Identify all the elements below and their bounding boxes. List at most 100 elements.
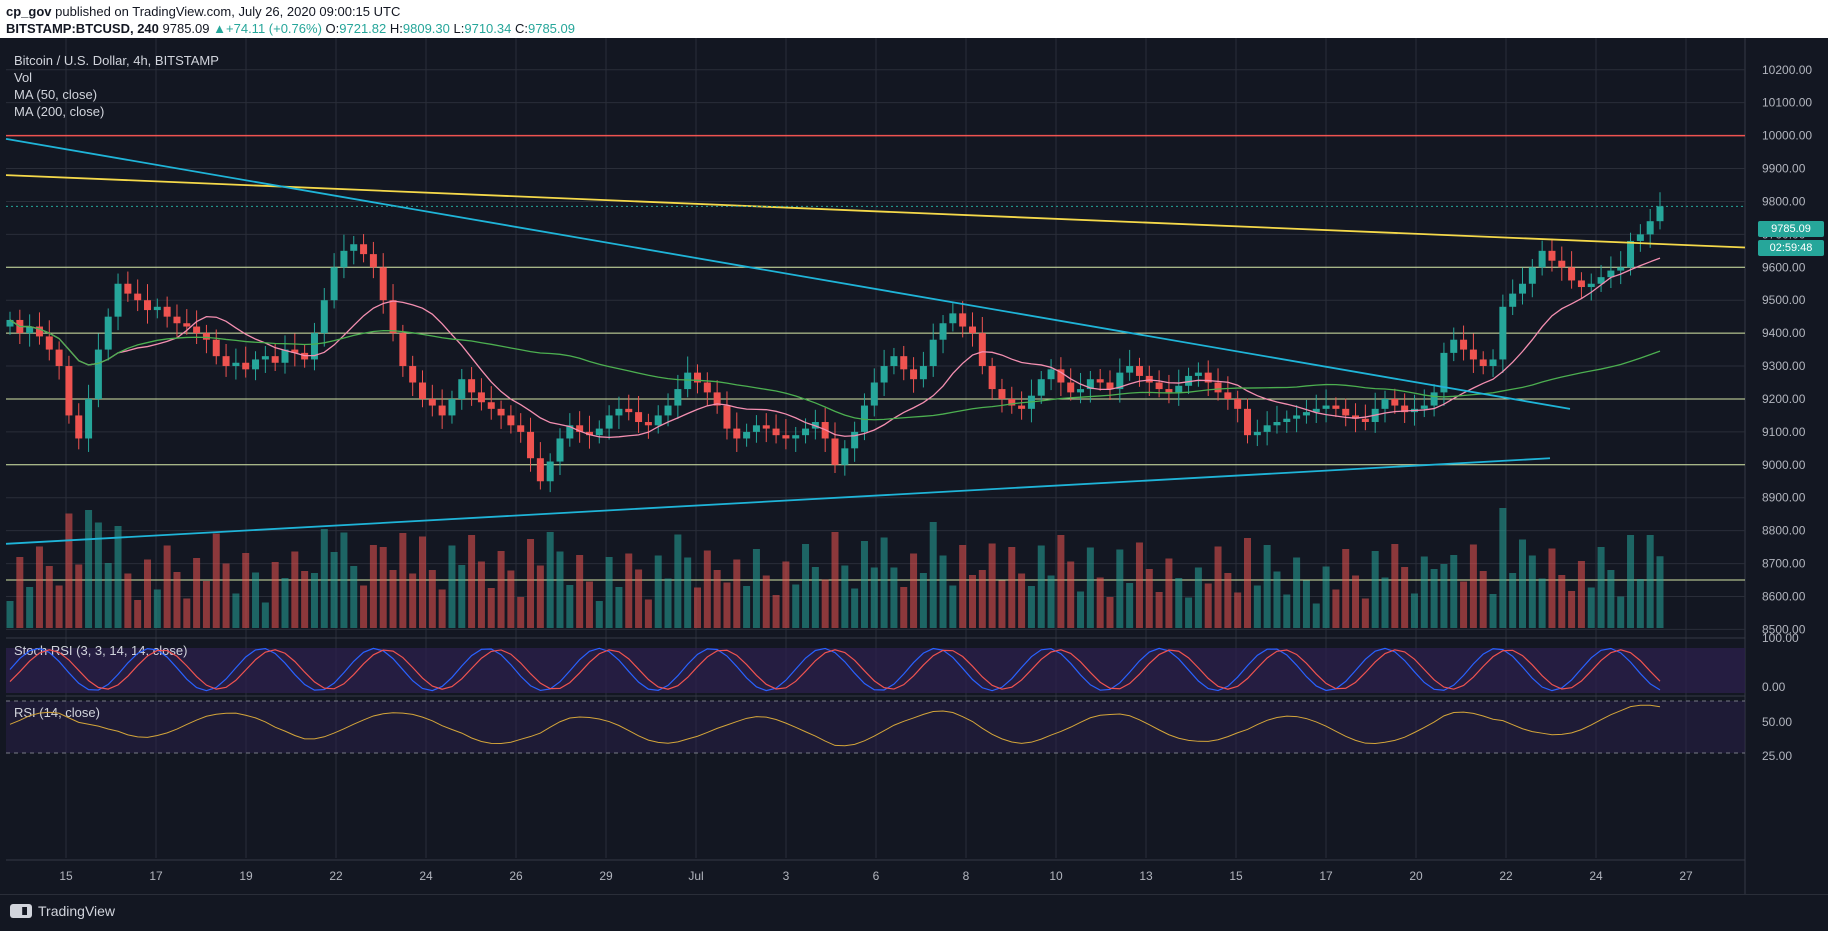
candle-body: [1126, 366, 1134, 373]
symbol-line: BITSTAMP:BTCUSD, 240 9785.09 ▲+74.11 (+0…: [6, 21, 575, 36]
volume-bar: [546, 532, 554, 628]
volume-bar: [1067, 561, 1075, 628]
candle-body: [1175, 385, 1183, 393]
candle-body: [1145, 375, 1153, 383]
tradingview-logo-icon: [10, 904, 32, 918]
candle-body: [831, 438, 839, 465]
candle-body: [448, 398, 456, 416]
volume-bar: [173, 572, 181, 628]
candle-body: [1469, 349, 1477, 360]
volume-bar: [458, 565, 466, 628]
candle-body: [507, 415, 515, 426]
volume-bar: [1302, 580, 1310, 628]
volume-bar: [1214, 546, 1222, 628]
volume-bar: [468, 535, 476, 628]
candle-body: [1185, 375, 1193, 386]
volume-bar: [1126, 583, 1134, 628]
candle-body: [271, 356, 279, 363]
candle-body: [1352, 415, 1360, 419]
candle-body: [487, 402, 495, 409]
price-chart[interactable]: 15 17 19 22 24 26 29 Jul 3 6 8 10 13 15 17 20 22 24 27 1020…: [0, 38, 1828, 894]
candle-body: [536, 458, 544, 482]
candle-body: [1627, 240, 1635, 268]
rsi-tick-label: 50.00: [1762, 715, 1792, 729]
candle-body: [438, 405, 446, 416]
candle-body: [1636, 234, 1644, 241]
volume-bar: [860, 541, 868, 628]
candle-body: [890, 356, 898, 367]
volume-bar: [635, 569, 643, 628]
candle-body: [1244, 408, 1251, 436]
volume-bar: [360, 585, 368, 628]
publish-header: cp_gov published on TradingView.com, Jul…: [0, 0, 1828, 38]
publisher-name[interactable]: cp_gov: [6, 4, 52, 19]
candle-body: [1381, 398, 1389, 409]
volume-bar: [527, 539, 535, 628]
candle-body: [369, 254, 377, 268]
brand[interactable]: TradingView: [10, 903, 115, 919]
low-value: 9710.34: [464, 21, 512, 36]
candle-body: [1646, 221, 1654, 235]
candle-body: [163, 306, 171, 317]
chart-area[interactable]: 15 17 19 22 24 26 29 Jul 3 6 8 10 13 15 17 20 22 24 27 1020…: [0, 38, 1828, 894]
candle-body: [35, 326, 43, 337]
candle-body: [1047, 369, 1055, 380]
legend-title: Bitcoin / U.S. Dollar, 4h, BITSTAMP: [14, 53, 219, 68]
volume-bar: [1577, 561, 1585, 628]
volume-bar: [252, 572, 260, 628]
candle-body: [1293, 415, 1301, 419]
candle-body: [45, 336, 53, 350]
publisher-line: cp_gov published on TradingView.com, Jul…: [6, 4, 400, 19]
volume-bar: [713, 570, 721, 628]
volume-bar: [910, 553, 918, 628]
volume-bar: [949, 585, 957, 628]
y-tick-label: 10200.00: [1762, 63, 1812, 77]
volume-bar: [1391, 544, 1399, 628]
volume-bar: [232, 593, 240, 628]
volume-bar: [595, 601, 603, 628]
candle-body: [1204, 372, 1212, 383]
candle-body: [94, 349, 102, 399]
candle-body: [978, 333, 986, 367]
volume-bar: [114, 526, 122, 628]
volume-bar: [576, 555, 584, 628]
volume-bar: [1420, 556, 1428, 628]
volume-bar: [428, 570, 436, 628]
candle-body: [458, 379, 466, 399]
candle-body: [1440, 352, 1448, 393]
legend-ma200[interactable]: MA (200, close): [14, 104, 105, 119]
candle-body: [752, 425, 760, 432]
candle-body: [1155, 382, 1163, 390]
stoch-tick-label: 0.00: [1762, 680, 1786, 694]
y-tick-label: 9800.00: [1762, 194, 1806, 208]
close-label: C:: [514, 21, 528, 36]
legend-ma50[interactable]: MA (50, close): [14, 87, 98, 102]
volume-bar: [379, 547, 387, 628]
legend-vol[interactable]: Vol: [14, 70, 33, 85]
volume-bar: [310, 573, 318, 628]
volume-bar: [644, 599, 652, 628]
x-tick-label: 19: [239, 869, 253, 883]
volume-bar: [1361, 598, 1369, 628]
volume-bar: [6, 601, 14, 628]
candle-body: [379, 267, 387, 301]
volume-bar: [487, 588, 495, 628]
low-label: L:: [453, 21, 465, 36]
candle-body: [517, 425, 525, 432]
volume-bar: [723, 582, 731, 628]
volume-bar: [389, 570, 397, 628]
volume-bar: [163, 545, 171, 628]
candle-body: [1234, 398, 1242, 409]
candle-body: [969, 326, 976, 334]
candle-body: [1420, 405, 1428, 409]
volume-bar: [1037, 545, 1045, 628]
volume-bar: [75, 564, 83, 628]
volume-bar: [134, 600, 142, 628]
volume-bar: [1165, 558, 1173, 628]
volume-bar: [1086, 547, 1094, 628]
open-value: 9721.82: [339, 21, 387, 36]
candle-body: [85, 398, 93, 439]
volume-bar: [202, 581, 210, 628]
volume-bar: [1568, 591, 1576, 628]
high-label: H:: [389, 21, 403, 36]
